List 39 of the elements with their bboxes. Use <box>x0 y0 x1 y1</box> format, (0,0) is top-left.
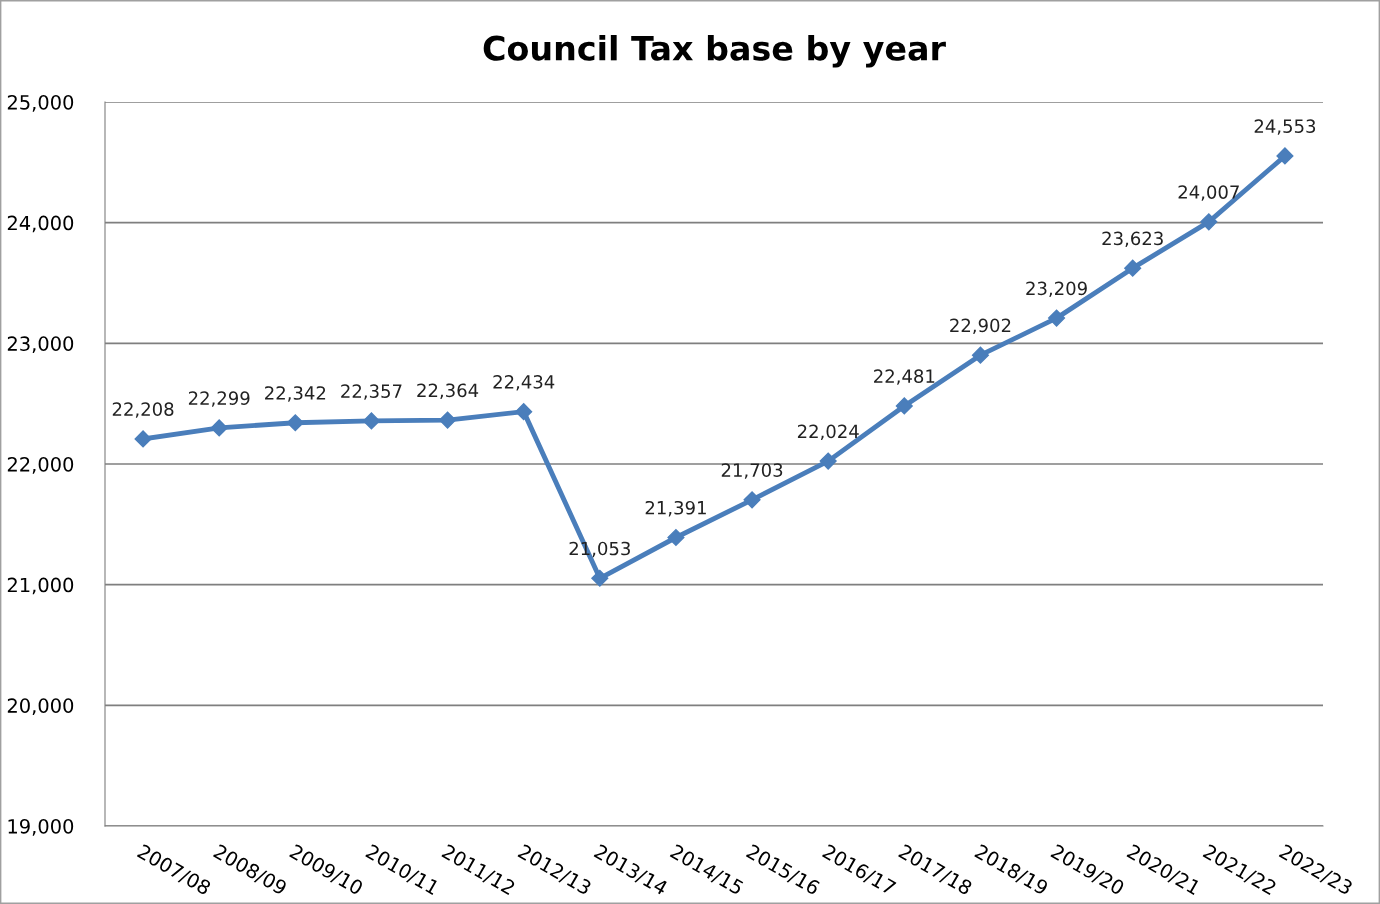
data-label: 21,703 <box>721 463 783 479</box>
y-tick-label: 25,000 <box>7 94 74 112</box>
point <box>1276 147 1294 165</box>
data-label: 22,024 <box>797 424 859 440</box>
point <box>743 491 761 509</box>
data-label: 22,342 <box>265 386 326 402</box>
y-tick-label: 21,000 <box>7 577 74 595</box>
data-label: 22,481 <box>874 369 935 385</box>
point <box>591 569 609 587</box>
point <box>439 411 457 429</box>
y-tick-label: 22,000 <box>7 456 74 474</box>
chart-title: Council Tax base by year <box>483 35 946 68</box>
data-label: 22,208 <box>112 402 174 418</box>
data-label: 24,007 <box>1178 185 1239 201</box>
point <box>1048 309 1066 327</box>
data-label: 24,553 <box>1254 119 1316 135</box>
point <box>971 346 989 364</box>
data-label: 22,364 <box>417 383 479 399</box>
point <box>134 430 152 448</box>
y-tick-label: 20,000 <box>7 698 74 715</box>
point <box>362 412 380 430</box>
point <box>1200 213 1218 231</box>
data-label: 22,299 <box>188 391 250 407</box>
point <box>667 528 685 547</box>
point <box>819 452 837 470</box>
y-tick-label: 23,000 <box>7 336 74 353</box>
point <box>895 397 913 415</box>
point <box>210 419 228 437</box>
data-label: 23,209 <box>1026 281 1087 298</box>
data-label: 23,623 <box>1102 231 1163 248</box>
y-tick-label: 24,000 <box>7 215 74 233</box>
point <box>286 414 304 432</box>
point <box>515 403 533 421</box>
data-label: 22,357 <box>341 384 402 400</box>
data-label: 22,434 <box>493 375 555 391</box>
data-label: 21,391 <box>645 500 706 517</box>
y-tick-label: 19,000 <box>8 818 74 836</box>
point <box>1124 259 1142 277</box>
data-label: 22,902 <box>950 318 1011 335</box>
